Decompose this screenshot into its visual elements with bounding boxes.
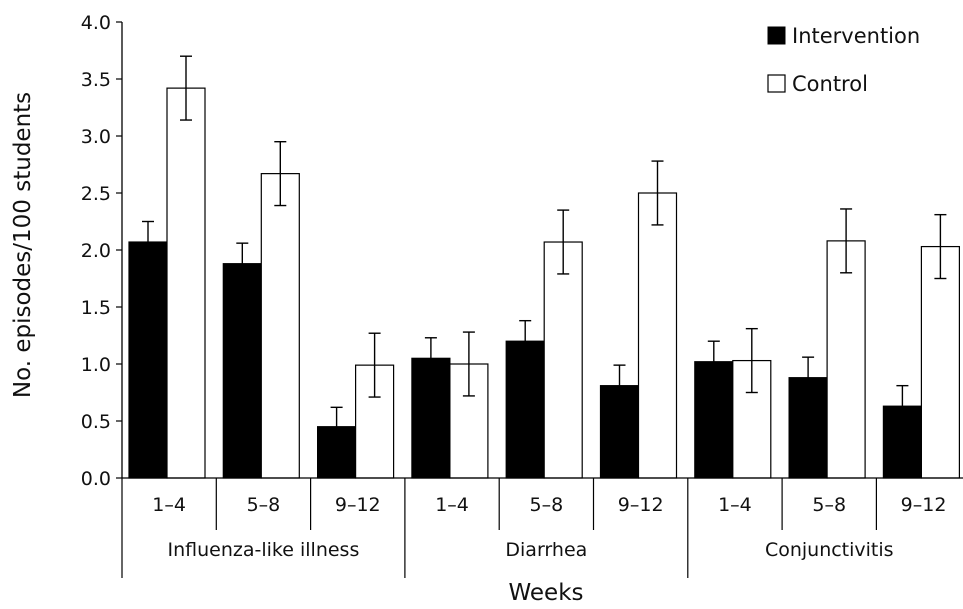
bar-intervention: [128, 241, 168, 479]
bar-intervention: [222, 263, 262, 479]
x-tick-label: 9–12: [618, 494, 664, 516]
x-tick-label: 9–12: [901, 494, 947, 516]
legend-label-control: Control: [792, 72, 868, 96]
x-tick-label: 5–8: [812, 494, 846, 516]
y-tick-label: 2.0: [81, 240, 111, 262]
bar-control: [543, 241, 583, 479]
group-label: Influenza-like illness: [168, 539, 360, 561]
y-tick-label: 2.5: [81, 183, 111, 205]
x-tick-label: 5–8: [530, 494, 564, 516]
y-tick-label: 1.5: [81, 297, 111, 319]
y-tick-label: 3.5: [81, 69, 111, 91]
y-tick-label: 1.0: [81, 354, 111, 376]
legend: Intervention Control: [767, 24, 920, 96]
legend-label-intervention: Intervention: [792, 24, 920, 48]
y-tick-label: 3.0: [81, 126, 111, 148]
bar-control: [166, 87, 206, 479]
x-tick-label: 1–4: [152, 494, 186, 516]
bar-control: [260, 173, 300, 479]
y-axis-title: No. episodes/100 students: [10, 92, 36, 398]
bar-control: [826, 240, 866, 479]
y-tick-label: 0.0: [81, 468, 111, 490]
x-tick-label: 5–8: [247, 494, 281, 516]
x-tick-label: 9–12: [335, 494, 381, 516]
y-tick-label: 0.5: [81, 411, 111, 433]
x-tick-label: 1–4: [435, 494, 469, 516]
x-tick-label: 1–4: [718, 494, 752, 516]
y-tick-label: 4.0: [81, 12, 111, 34]
bar-control: [920, 245, 961, 479]
legend-swatch-control: [767, 74, 786, 93]
bar-control: [637, 192, 678, 479]
group-label: Diarrhea: [505, 539, 587, 561]
group-label: Conjunctivitis: [765, 539, 894, 561]
legend-swatch-intervention: [767, 26, 786, 45]
x-axis-title: Weeks: [509, 580, 584, 606]
